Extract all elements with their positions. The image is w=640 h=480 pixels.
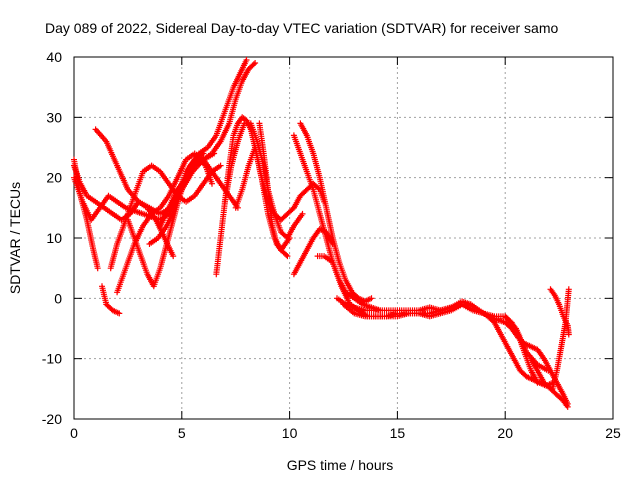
x-tick-label: 10 <box>282 425 298 441</box>
x-axis-label: GPS time / hours <box>287 457 394 473</box>
data-series-arc-26 <box>549 286 572 392</box>
data-series-arc-5 <box>99 283 123 317</box>
y-axis-label: SDTVAR / TECUs <box>7 182 23 294</box>
x-tick-label: 20 <box>497 425 513 441</box>
data-series-arc-17 <box>290 225 336 278</box>
data-series-arc-14 <box>256 120 293 254</box>
data-series-arc-23 <box>502 313 547 386</box>
data-markers <box>290 180 328 211</box>
data-markers <box>99 283 123 317</box>
axis-ticks <box>73 56 614 420</box>
x-tick-label: 15 <box>390 425 406 441</box>
data-series-arc-24 <box>528 355 571 410</box>
y-tick-label: 20 <box>46 170 62 186</box>
data-markers <box>502 313 547 386</box>
data-series-arc-18 <box>290 180 328 211</box>
axis-tick-labels: 0 5 10 15 20 25 -20 -10 0 10 20 30 40 <box>42 49 621 441</box>
x-tick-label: 25 <box>605 425 621 441</box>
data-series-arc-16 <box>297 120 375 305</box>
data-series-arc-10 <box>157 60 259 229</box>
y-tick-label: -10 <box>42 351 62 367</box>
y-tick-label: 40 <box>46 49 62 65</box>
chart-title: Day 089 of 2022, Sidereal Day-to-day VTE… <box>45 20 558 36</box>
data-markers <box>528 355 571 410</box>
x-tick-label: 0 <box>70 425 78 441</box>
x-tick-label: 5 <box>178 425 186 441</box>
y-tick-label: -20 <box>42 411 62 427</box>
y-tick-label: 30 <box>46 109 62 125</box>
data-marks <box>71 57 572 410</box>
data-markers <box>290 225 336 278</box>
y-tick-label: 0 <box>54 290 62 306</box>
data-markers <box>157 60 259 229</box>
y-tick-label: 10 <box>46 230 62 246</box>
grid-lines <box>74 57 613 419</box>
data-markers <box>297 120 375 305</box>
data-markers <box>549 286 572 392</box>
data-markers <box>256 120 293 254</box>
